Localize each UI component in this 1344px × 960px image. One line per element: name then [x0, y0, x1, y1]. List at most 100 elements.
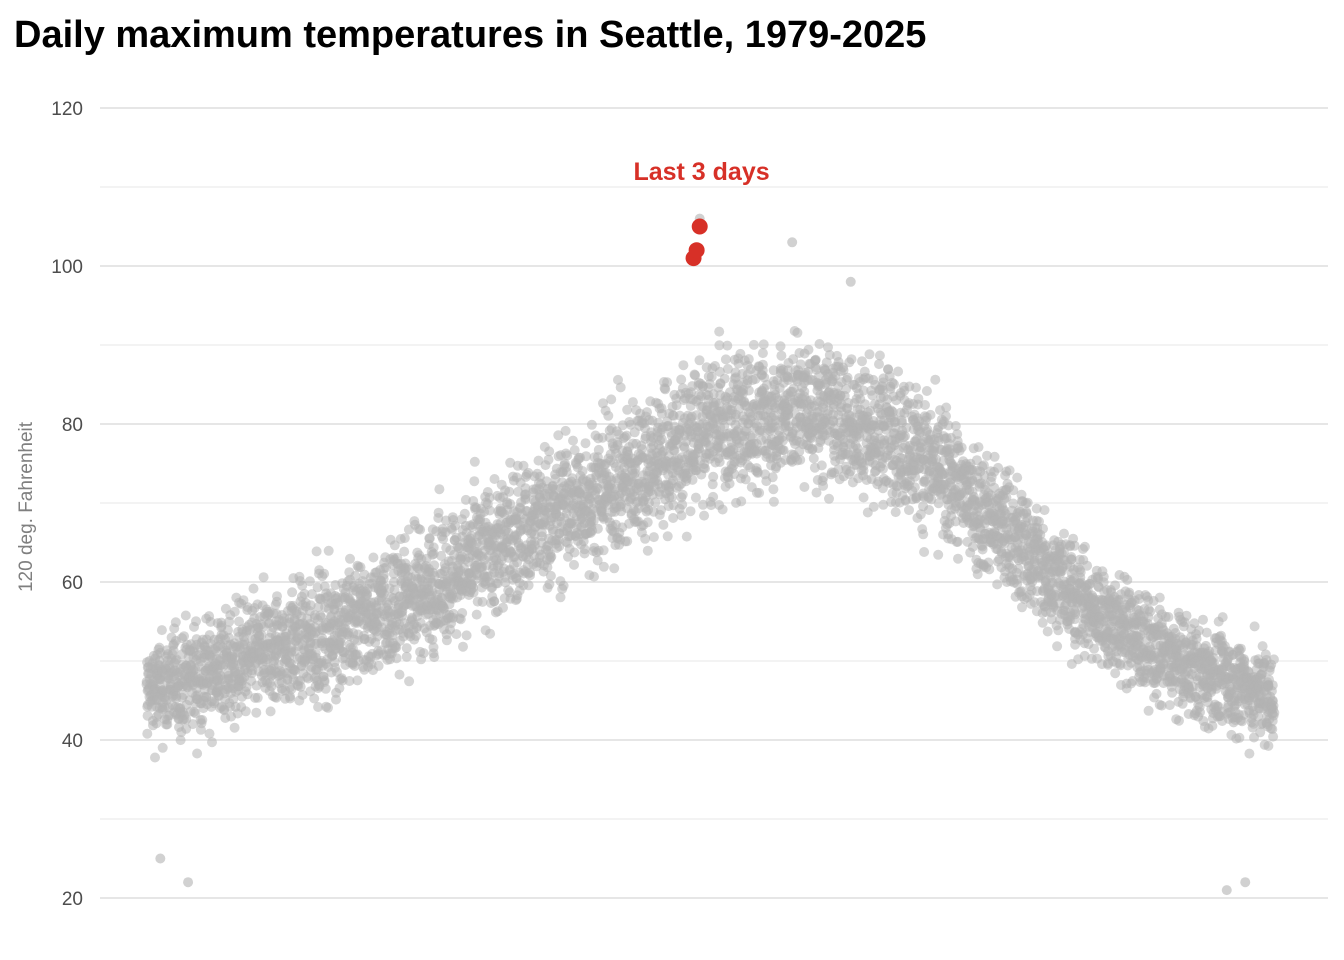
data-point [1079, 541, 1090, 552]
data-point [887, 377, 898, 388]
data-point [410, 631, 421, 641]
data-point [868, 501, 879, 512]
y-tick-label: 80 [62, 415, 83, 436]
y-tick-label: 120 [51, 99, 83, 120]
data-point [676, 374, 687, 385]
data-point [1075, 567, 1086, 578]
data-point [901, 422, 912, 433]
data-point [428, 642, 439, 653]
data-point [629, 471, 640, 482]
data-point [904, 505, 914, 516]
data-point [368, 552, 379, 563]
data-point [1193, 625, 1204, 636]
data-point [1058, 547, 1069, 558]
data-point [1031, 503, 1042, 514]
data-point [399, 546, 410, 557]
data-point [361, 588, 372, 599]
data-point [698, 499, 708, 510]
data-point [581, 451, 592, 462]
data-point [175, 735, 186, 746]
data-point [668, 513, 679, 523]
data-point [150, 752, 160, 763]
data-point [1234, 732, 1245, 743]
data-point [758, 339, 769, 350]
data-point [642, 517, 653, 528]
data-point [151, 711, 162, 722]
data-point [1154, 592, 1165, 603]
y-tick-label: 100 [51, 257, 83, 278]
data-point [1193, 699, 1204, 710]
data-point [740, 474, 751, 485]
data-point [251, 707, 262, 718]
data-point [170, 655, 181, 666]
data-point [874, 350, 885, 361]
data-point [1198, 614, 1208, 625]
data-point [818, 480, 829, 491]
data-point [429, 560, 440, 571]
data-point [705, 496, 716, 507]
data-point [1066, 554, 1077, 565]
data-point [318, 671, 329, 682]
data-point [933, 549, 944, 560]
data-point [1174, 715, 1184, 726]
data-point [650, 497, 661, 508]
data-point [915, 442, 926, 453]
data-point [941, 411, 951, 422]
data-point [952, 536, 963, 547]
data-point [598, 398, 608, 409]
data-point [258, 572, 269, 583]
data-point [401, 651, 412, 662]
data-point [603, 410, 614, 421]
data-point [287, 587, 298, 598]
data-point [667, 492, 677, 503]
data-point [768, 496, 779, 507]
data-point [1189, 618, 1200, 629]
data-point [950, 421, 961, 431]
data-point [545, 570, 556, 581]
data-point [485, 628, 496, 639]
data-point [813, 443, 824, 454]
data-point [1115, 660, 1126, 671]
data-point [977, 541, 988, 552]
data-point [469, 476, 480, 487]
data-point [808, 453, 819, 464]
data-point [191, 616, 201, 627]
data-point [877, 464, 888, 474]
data-point [355, 562, 366, 573]
data-point [757, 348, 768, 359]
data-point [592, 555, 603, 566]
data-point [909, 482, 920, 493]
data-point [656, 408, 667, 419]
data-point [722, 364, 733, 374]
data-point [802, 366, 813, 377]
data-point [323, 545, 334, 556]
data-point [543, 454, 554, 465]
data-point [1012, 472, 1023, 483]
data-point [707, 479, 718, 490]
data-point [459, 508, 470, 519]
y-tick-label: 60 [62, 573, 83, 594]
data-point [690, 492, 701, 503]
data-point [810, 354, 821, 365]
data-point [553, 430, 564, 441]
data-point [468, 587, 479, 598]
data-point [659, 383, 670, 394]
data-point [776, 350, 787, 361]
data-point [320, 683, 331, 694]
data-point [560, 448, 571, 459]
data-point [588, 515, 599, 526]
data-point [1181, 610, 1192, 621]
data-point [294, 571, 305, 582]
data-point [334, 683, 345, 694]
data-point [699, 510, 710, 521]
data-point [890, 507, 901, 518]
data-point [297, 690, 308, 700]
data-point [489, 474, 500, 484]
data-point [717, 504, 728, 515]
data-point [394, 669, 405, 680]
data-point [1098, 571, 1109, 582]
data-point [1151, 688, 1162, 699]
data-point [714, 340, 725, 351]
data-point [1038, 523, 1048, 534]
data-point [252, 692, 263, 703]
